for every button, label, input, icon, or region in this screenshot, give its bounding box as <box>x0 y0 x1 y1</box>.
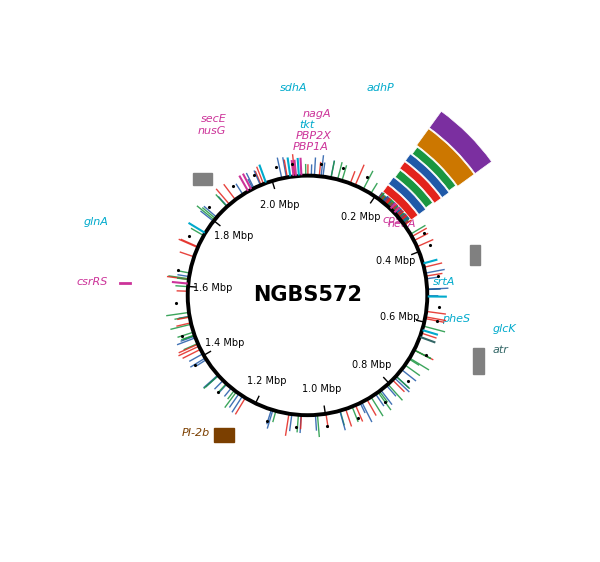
Wedge shape <box>383 185 418 220</box>
Text: tkt: tkt <box>299 120 315 130</box>
Text: 1.0 Mbp: 1.0 Mbp <box>302 384 341 395</box>
Text: 1.8 Mbp: 1.8 Mbp <box>214 231 253 241</box>
Text: 1.6 Mbp: 1.6 Mbp <box>193 283 232 293</box>
Text: atr: atr <box>493 345 509 355</box>
FancyBboxPatch shape <box>470 244 481 265</box>
Text: srtA: srtA <box>433 277 455 287</box>
Wedge shape <box>400 162 441 203</box>
FancyBboxPatch shape <box>473 348 484 374</box>
Text: sdhA: sdhA <box>280 83 307 93</box>
Text: secE: secE <box>200 114 226 124</box>
Wedge shape <box>388 177 426 215</box>
FancyBboxPatch shape <box>214 428 235 442</box>
FancyBboxPatch shape <box>193 174 212 185</box>
Text: nagA: nagA <box>303 109 331 119</box>
Text: neuA: neuA <box>387 220 416 229</box>
Text: pheS: pheS <box>442 314 470 324</box>
Text: glnA: glnA <box>83 217 108 227</box>
Text: adhP: adhP <box>367 83 395 93</box>
Text: cpsA: cpsA <box>382 215 409 225</box>
Text: glcK: glcK <box>493 324 517 334</box>
Wedge shape <box>429 111 491 174</box>
Text: 2.0 Mbp: 2.0 Mbp <box>260 200 299 210</box>
Wedge shape <box>406 154 449 197</box>
Text: PBP1A: PBP1A <box>293 142 329 152</box>
Wedge shape <box>412 147 456 191</box>
Text: nusG: nusG <box>198 126 226 136</box>
Text: csrRS: csrRS <box>77 277 108 287</box>
Text: 0.2 Mbp: 0.2 Mbp <box>341 212 381 222</box>
Text: 0.8 Mbp: 0.8 Mbp <box>352 360 392 370</box>
Text: 1.4 Mbp: 1.4 Mbp <box>205 338 245 348</box>
Text: PI-2b: PI-2b <box>182 428 211 438</box>
Text: 1.2 Mbp: 1.2 Mbp <box>247 376 286 386</box>
Text: NGBS572: NGBS572 <box>253 285 362 305</box>
Text: 0.4 Mbp: 0.4 Mbp <box>376 256 416 266</box>
Wedge shape <box>395 170 433 208</box>
Text: 0.6 Mbp: 0.6 Mbp <box>380 311 420 321</box>
Wedge shape <box>416 129 474 186</box>
Text: PBP2X: PBP2X <box>296 131 332 141</box>
